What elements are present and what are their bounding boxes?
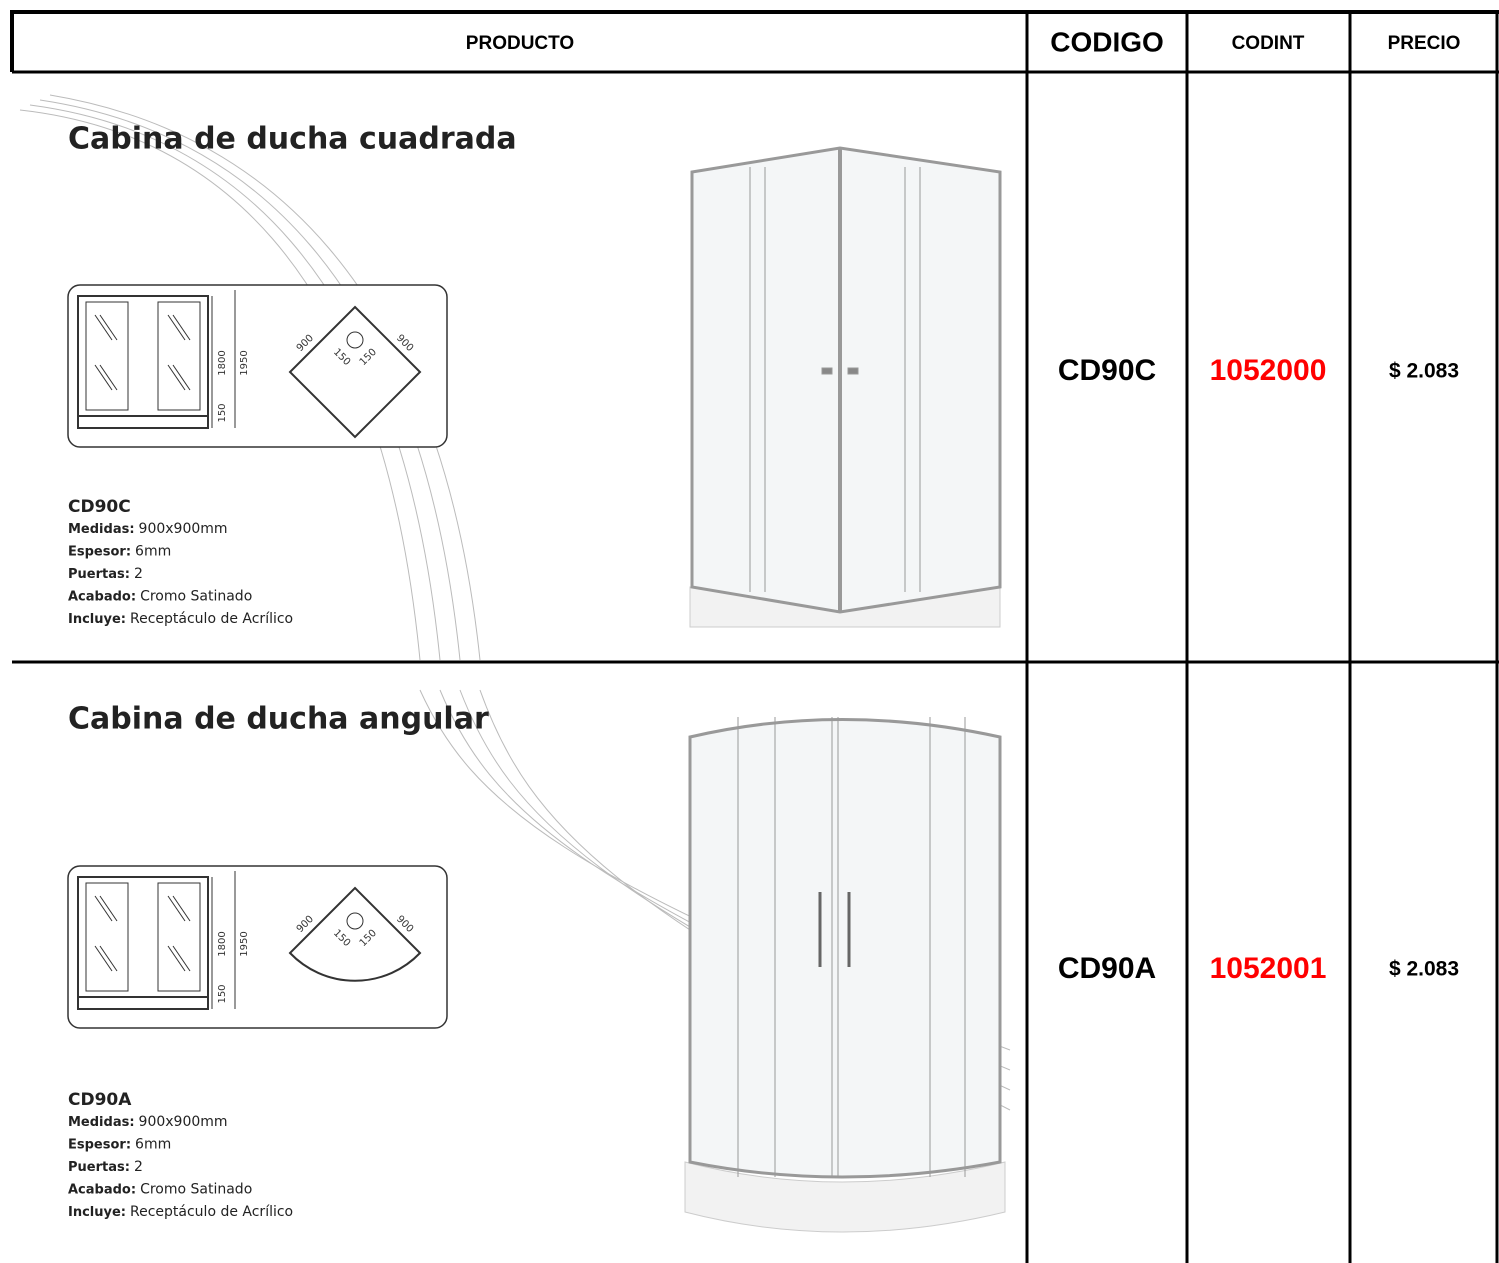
waves (19, 94, 1011, 1111)
header-cell: CODINT (1232, 33, 1305, 54)
glass-mark (167, 364, 186, 391)
glass-mark (94, 895, 113, 922)
spec: Acabado: Cromo Satinado (68, 1182, 252, 1198)
glass-mark (172, 314, 191, 341)
spec-value: Receptáculo de Acrílico (130, 611, 293, 627)
glass-mark (94, 364, 113, 391)
spec-value: Receptáculo de Acrílico (130, 1204, 293, 1220)
dimension-label: 1950 (239, 350, 250, 375)
spec-label: Acabado: (68, 589, 136, 604)
spec-label: Incluye: (68, 1205, 126, 1220)
diagram-frame (67, 865, 448, 1029)
header-cell: CODIGO (1050, 26, 1164, 57)
elevation-panel (85, 882, 129, 992)
precio: $ 2.083 (1389, 958, 1459, 981)
spec: Espesor: 6mm (68, 544, 171, 560)
spec-label: Espesor: (68, 1137, 131, 1152)
glass-mark (167, 895, 186, 922)
spec-value: Cromo Satinado (140, 1182, 252, 1198)
glass-mark (172, 364, 191, 391)
frame (690, 146, 1002, 614)
cabin-image (689, 146, 1002, 628)
spec: Incluye: Receptáculo de Acrílico (68, 1204, 293, 1220)
spec: Puertas: 2 (68, 566, 143, 582)
elevation-panel (85, 301, 129, 411)
diagram-frame (67, 284, 448, 448)
glass-mark (99, 945, 118, 972)
dimension-label: 150 (217, 984, 228, 1003)
glass-mark (99, 314, 118, 341)
glass-mark (167, 945, 186, 972)
plan (288, 305, 422, 439)
elevation-panel (157, 882, 201, 992)
elevation-base (77, 415, 209, 429)
spec: Incluye: Receptáculo de Acrílico (68, 611, 293, 627)
spec-value: 900x900mm (139, 521, 228, 537)
glass-mark (99, 895, 118, 922)
handle (821, 367, 833, 375)
cabin-image (684, 717, 1006, 1233)
glass-mark (99, 364, 118, 391)
spec-label: Espesor: (68, 544, 131, 559)
glass-mark (172, 895, 191, 922)
dimension-label: 150 (217, 403, 228, 422)
spec-value: 900x900mm (139, 1114, 228, 1130)
spec: Medidas: 900x900mm (68, 1114, 228, 1130)
spec-label: Puertas: (68, 1160, 130, 1175)
spec-value: 2 (134, 1159, 143, 1175)
spec-label: Acabado: (68, 1182, 136, 1197)
spec: Espesor: 6mm (68, 1137, 171, 1153)
elevation-base (77, 996, 209, 1010)
spec-value: 2 (134, 566, 143, 582)
dimension-label: 1950 (239, 931, 250, 956)
drain (346, 331, 364, 349)
glass-mark (94, 314, 113, 341)
codigo: CD90A (1058, 952, 1156, 985)
codint: 1052000 (1210, 354, 1327, 387)
plan (288, 886, 422, 982)
glass-mark (167, 314, 186, 341)
spec-label: Medidas: (68, 522, 135, 537)
elevation-panel (157, 301, 201, 411)
product-title: Cabina de ducha angular (68, 702, 489, 737)
dimension-label: 1800 (217, 931, 228, 956)
glass-mark (94, 945, 113, 972)
handle (847, 367, 859, 375)
header-cell: PRECIO (1388, 33, 1461, 54)
spec-value: 6mm (135, 1137, 171, 1153)
spec-value: Cromo Satinado (140, 589, 252, 605)
table-lines (10, 10, 1499, 1263)
frame (688, 718, 1002, 1179)
spec: Puertas: 2 (68, 1159, 143, 1175)
product-title: Cabina de ducha cuadrada (68, 122, 517, 157)
codigo: CD90C (1058, 354, 1156, 387)
codint: 1052001 (1210, 952, 1327, 985)
precio: $ 2.083 (1389, 360, 1459, 383)
dimension-label: 1800 (217, 350, 228, 375)
spec-label: Incluye: (68, 612, 126, 627)
model: CD90C (68, 497, 131, 517)
spec-label: Medidas: (68, 1115, 135, 1130)
glass-mark (172, 945, 191, 972)
spec-label: Puertas: (68, 567, 130, 582)
model: CD90A (68, 1090, 132, 1110)
spec: Medidas: 900x900mm (68, 521, 228, 537)
spec-value: 6mm (135, 544, 171, 560)
spec: Acabado: Cromo Satinado (68, 589, 252, 605)
header-cell: PRODUCTO (466, 33, 574, 54)
drain (346, 912, 364, 930)
tray (684, 1161, 1006, 1233)
